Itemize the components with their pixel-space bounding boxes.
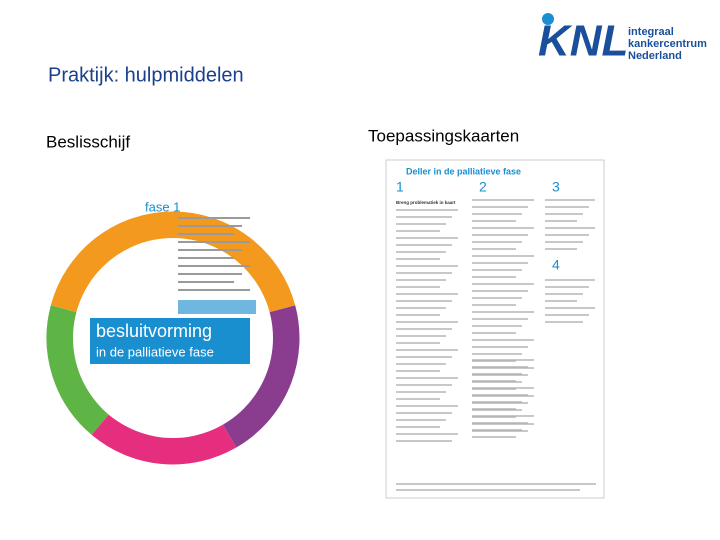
column-number: 1 — [396, 179, 404, 195]
logo-dot — [542, 13, 554, 25]
heading: Beslisschijf — [46, 132, 130, 151]
card-title: Deller in de palliatieve fase — [406, 166, 521, 176]
disc-segment — [50, 211, 296, 313]
card-text-lines — [396, 199, 596, 491]
center-band — [90, 318, 250, 364]
disc-segment — [46, 305, 110, 435]
heading: Toepassingskaarten — [368, 126, 519, 145]
column-number: 3 — [552, 179, 560, 195]
center-title: besluitvorming — [96, 321, 212, 341]
disc-segment — [222, 305, 300, 448]
logo-mark: KNL — [538, 17, 628, 66]
decision-disc: besluitvorming in de palliatieve fase fa… — [46, 182, 300, 465]
logo-text: integraal — [628, 26, 674, 38]
logo-text: Nederland — [628, 50, 682, 62]
column-number: 4 — [552, 257, 560, 273]
disc-text-lines — [178, 217, 256, 314]
center-title: in de palliatieve fase — [96, 344, 214, 359]
column-heading: Breng problematiek in kaart — [396, 200, 456, 205]
logo-text: kankercentrum — [628, 38, 707, 50]
phase-label: fase 1 — [145, 199, 180, 214]
disc-segment — [91, 413, 237, 465]
slide-title: Praktijk: hulpmiddelen — [48, 64, 244, 86]
info-box — [178, 300, 256, 314]
segment-label: Breng situatie in kaart — [180, 182, 268, 192]
column-number: 2 — [479, 179, 487, 195]
